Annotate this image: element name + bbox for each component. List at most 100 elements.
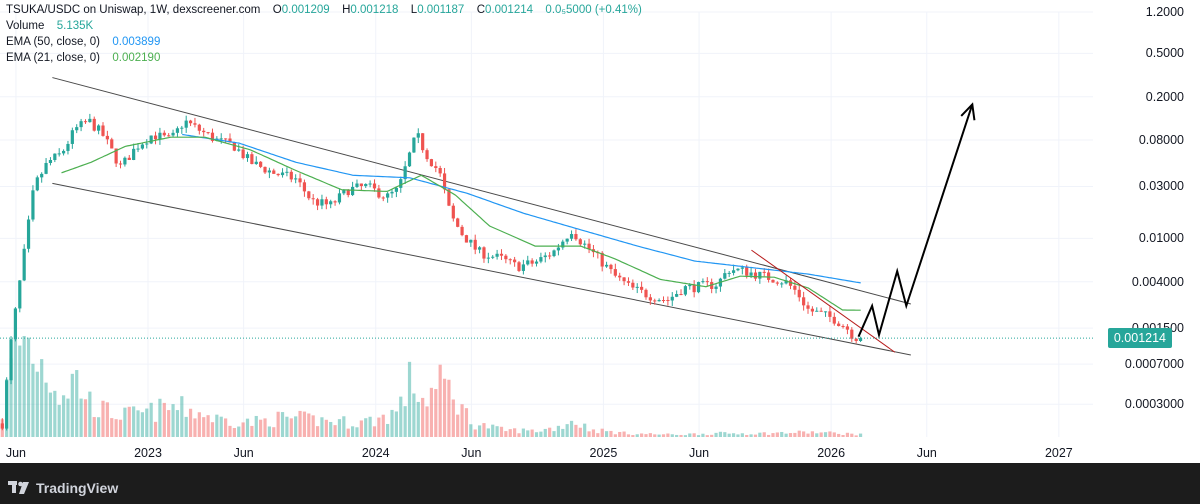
candle-body: [407, 152, 412, 167]
volume-bar: [70, 373, 74, 437]
candle-body: [132, 148, 136, 160]
ema21-label: EMA (21, close, 0): [6, 52, 100, 64]
candle-body: [832, 316, 836, 324]
volume-bar: [517, 433, 521, 437]
volume-bar: [780, 431, 784, 437]
chart-panel[interactable]: [0, 0, 1200, 463]
volume-bar: [372, 426, 377, 437]
candle-body: [495, 253, 499, 257]
candle-body: [57, 153, 61, 155]
volume-bar: [456, 414, 460, 437]
candle-body: [587, 243, 591, 250]
volume-bar: [210, 422, 215, 437]
candle-body: [486, 257, 490, 259]
volume-bar: [145, 408, 149, 437]
candle-body: [858, 338, 863, 341]
volume-bar: [854, 435, 858, 437]
legend-ema50-row[interactable]: EMA (50, close, 0) 0.003899: [6, 34, 642, 50]
volume-bar: [9, 358, 13, 437]
tradingview-brand[interactable]: TradingView: [8, 477, 118, 499]
candle-body: [237, 149, 241, 151]
volume-bar: [508, 429, 512, 437]
volume-bar: [61, 395, 66, 437]
volume-bar: [75, 370, 79, 437]
candle-body: [289, 171, 293, 180]
candle-body: [784, 280, 788, 284]
x-tick-label: Jun: [5, 446, 27, 460]
legend-volume-row[interactable]: Volume 5.135K: [6, 18, 642, 34]
volume-bar: [609, 430, 613, 437]
volume-bar: [758, 432, 762, 437]
volume-bar: [254, 415, 258, 437]
candle-body: [61, 150, 66, 154]
volume-bar: [390, 409, 394, 437]
volume-bar: [723, 432, 727, 437]
volume-bar: [153, 421, 158, 437]
y-tick-label: 1.2000: [1145, 5, 1184, 19]
volume-bar: [298, 410, 302, 437]
volume-bar: [180, 396, 184, 437]
candle-body: [823, 311, 828, 313]
candle-body: [412, 137, 416, 153]
volume-bar: [307, 413, 311, 437]
volume-bar: [837, 433, 841, 437]
legend-symbol-row: TSUKA/USDC on Uniswap, 1W, dexscreener.c…: [6, 2, 642, 18]
candle-body: [40, 173, 44, 178]
volume-bar: [53, 390, 57, 437]
volume-bar: [565, 424, 569, 437]
volume-bar: [337, 419, 342, 437]
x-tick-label: Jun: [688, 446, 710, 460]
candle-body: [390, 191, 394, 194]
candle-body: [517, 262, 521, 271]
price-chart[interactable]: [0, 0, 1200, 463]
candle-body: [421, 133, 425, 151]
candle-body: [850, 329, 854, 339]
candle-body: [837, 323, 841, 327]
volume-bar: [775, 432, 779, 437]
volume-bar: [828, 431, 832, 437]
legend-ema21-row[interactable]: EMA (21, close, 0) 0.002190: [6, 50, 642, 66]
volume-bar: [534, 432, 539, 437]
y-tick-label: 0.5000: [1145, 46, 1184, 61]
volume-bar: [149, 402, 153, 437]
candle-body: [245, 154, 250, 159]
volume-bar: [123, 407, 127, 437]
volume-bar: [350, 426, 355, 437]
candle-body: [18, 280, 22, 309]
change-value: 0.0₅5000 (+0.41%): [545, 4, 642, 16]
candle-body: [53, 153, 57, 160]
volume-bar: [105, 402, 109, 437]
candle-body: [180, 127, 184, 129]
candle-body: [648, 297, 652, 301]
candle-body: [329, 201, 333, 205]
open-label: O: [272, 4, 282, 16]
candle-body: [552, 250, 556, 257]
candle-body: [175, 128, 180, 133]
volume-bar: [158, 398, 162, 437]
ema21-value: 0.002190: [112, 52, 161, 64]
candle-body: [456, 218, 460, 227]
volume-bar: [267, 426, 271, 437]
volume-bar: [442, 378, 447, 437]
volume-bar: [320, 417, 324, 437]
low-label: L: [410, 4, 418, 16]
candle-body: [815, 310, 819, 312]
candle-body: [491, 256, 495, 258]
projection-arrowhead: [960, 102, 976, 121]
candle-body: [101, 125, 105, 136]
candle-body: [399, 179, 403, 188]
volume-bar: [753, 434, 758, 437]
candle-body: [350, 186, 355, 196]
candle-body: [561, 241, 565, 248]
volume-bar: [688, 433, 692, 437]
volume-bar: [802, 431, 806, 437]
volume-bar: [412, 393, 416, 437]
candle-body: [679, 294, 683, 296]
candle-body: [381, 197, 385, 199]
volume-bar: [224, 418, 228, 437]
volume-bar: [394, 411, 398, 437]
candle-body: [530, 260, 534, 264]
candle-body: [692, 284, 696, 293]
volume-bar: [819, 432, 823, 437]
volume-bar: [858, 433, 863, 437]
